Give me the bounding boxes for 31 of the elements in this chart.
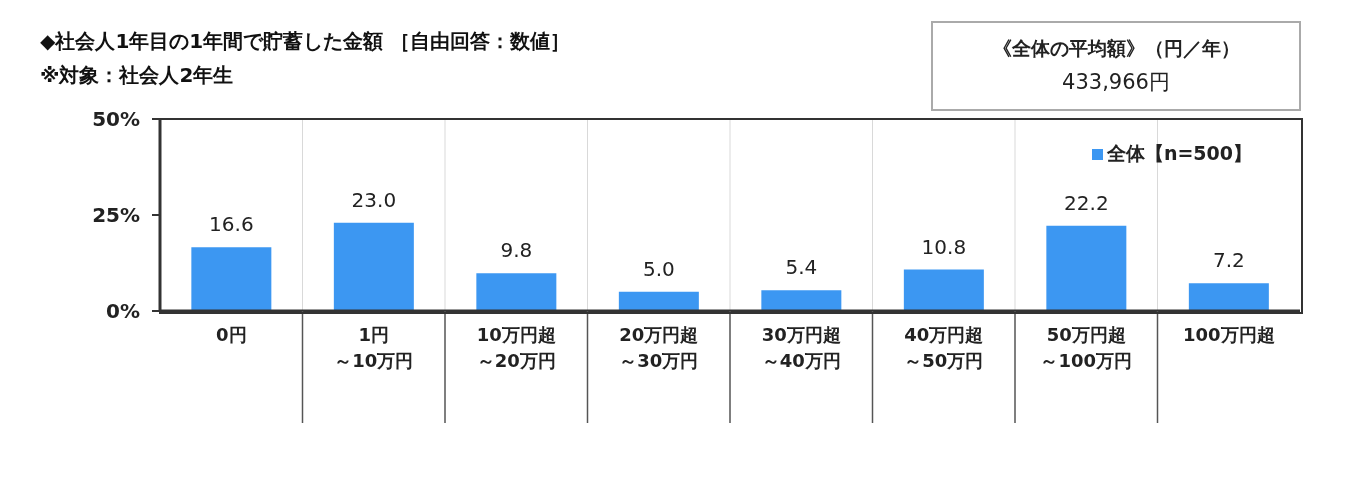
bar bbox=[476, 273, 557, 311]
bar bbox=[903, 269, 984, 311]
y-tick-label: 25% bbox=[92, 203, 140, 228]
x-tick-label: 100万円超 bbox=[1182, 324, 1275, 345]
legend-label: 全体【n=500】 bbox=[1106, 142, 1252, 164]
note-box: 《全体の平均額》（円／年） 433,966円 bbox=[931, 21, 1301, 111]
data-label: 16.6 bbox=[209, 212, 254, 237]
data-label: 5.4 bbox=[785, 255, 818, 280]
data-label: 10.8 bbox=[921, 234, 967, 259]
chart-title: ◆社会人1年目の1年間で貯蓄した金額 ［自由回答：数値］ bbox=[40, 28, 571, 55]
data-label: 9.8 bbox=[500, 238, 533, 263]
chart-subtitle: ※対象：社会人2年生 bbox=[40, 62, 234, 89]
data-label: 7.2 bbox=[1212, 248, 1245, 273]
x-tick-label: 10万円超～20万円 bbox=[476, 324, 556, 371]
x-tick-label: 0円 bbox=[215, 324, 247, 345]
bar bbox=[333, 222, 414, 311]
y-tick-label: 50% bbox=[92, 107, 140, 132]
x-tick-label: 30万円超～40万円 bbox=[761, 324, 841, 371]
y-tick-label: 0% bbox=[106, 299, 140, 324]
bar bbox=[191, 247, 272, 311]
data-label: 5.0 bbox=[642, 256, 675, 281]
bar bbox=[761, 290, 842, 311]
bar bbox=[618, 291, 699, 311]
data-label: 22.2 bbox=[1064, 190, 1109, 215]
bar bbox=[1188, 283, 1269, 311]
data-label: 23.0 bbox=[351, 187, 397, 212]
bar bbox=[1046, 225, 1127, 311]
x-tick-label: 20万円超～30万円 bbox=[619, 324, 699, 371]
x-tick-label: 50万円超～100万円 bbox=[1040, 324, 1133, 371]
x-tick-label: 40万円超～50万円 bbox=[904, 324, 984, 371]
x-tick-label: 1円～10万円 bbox=[334, 324, 414, 371]
